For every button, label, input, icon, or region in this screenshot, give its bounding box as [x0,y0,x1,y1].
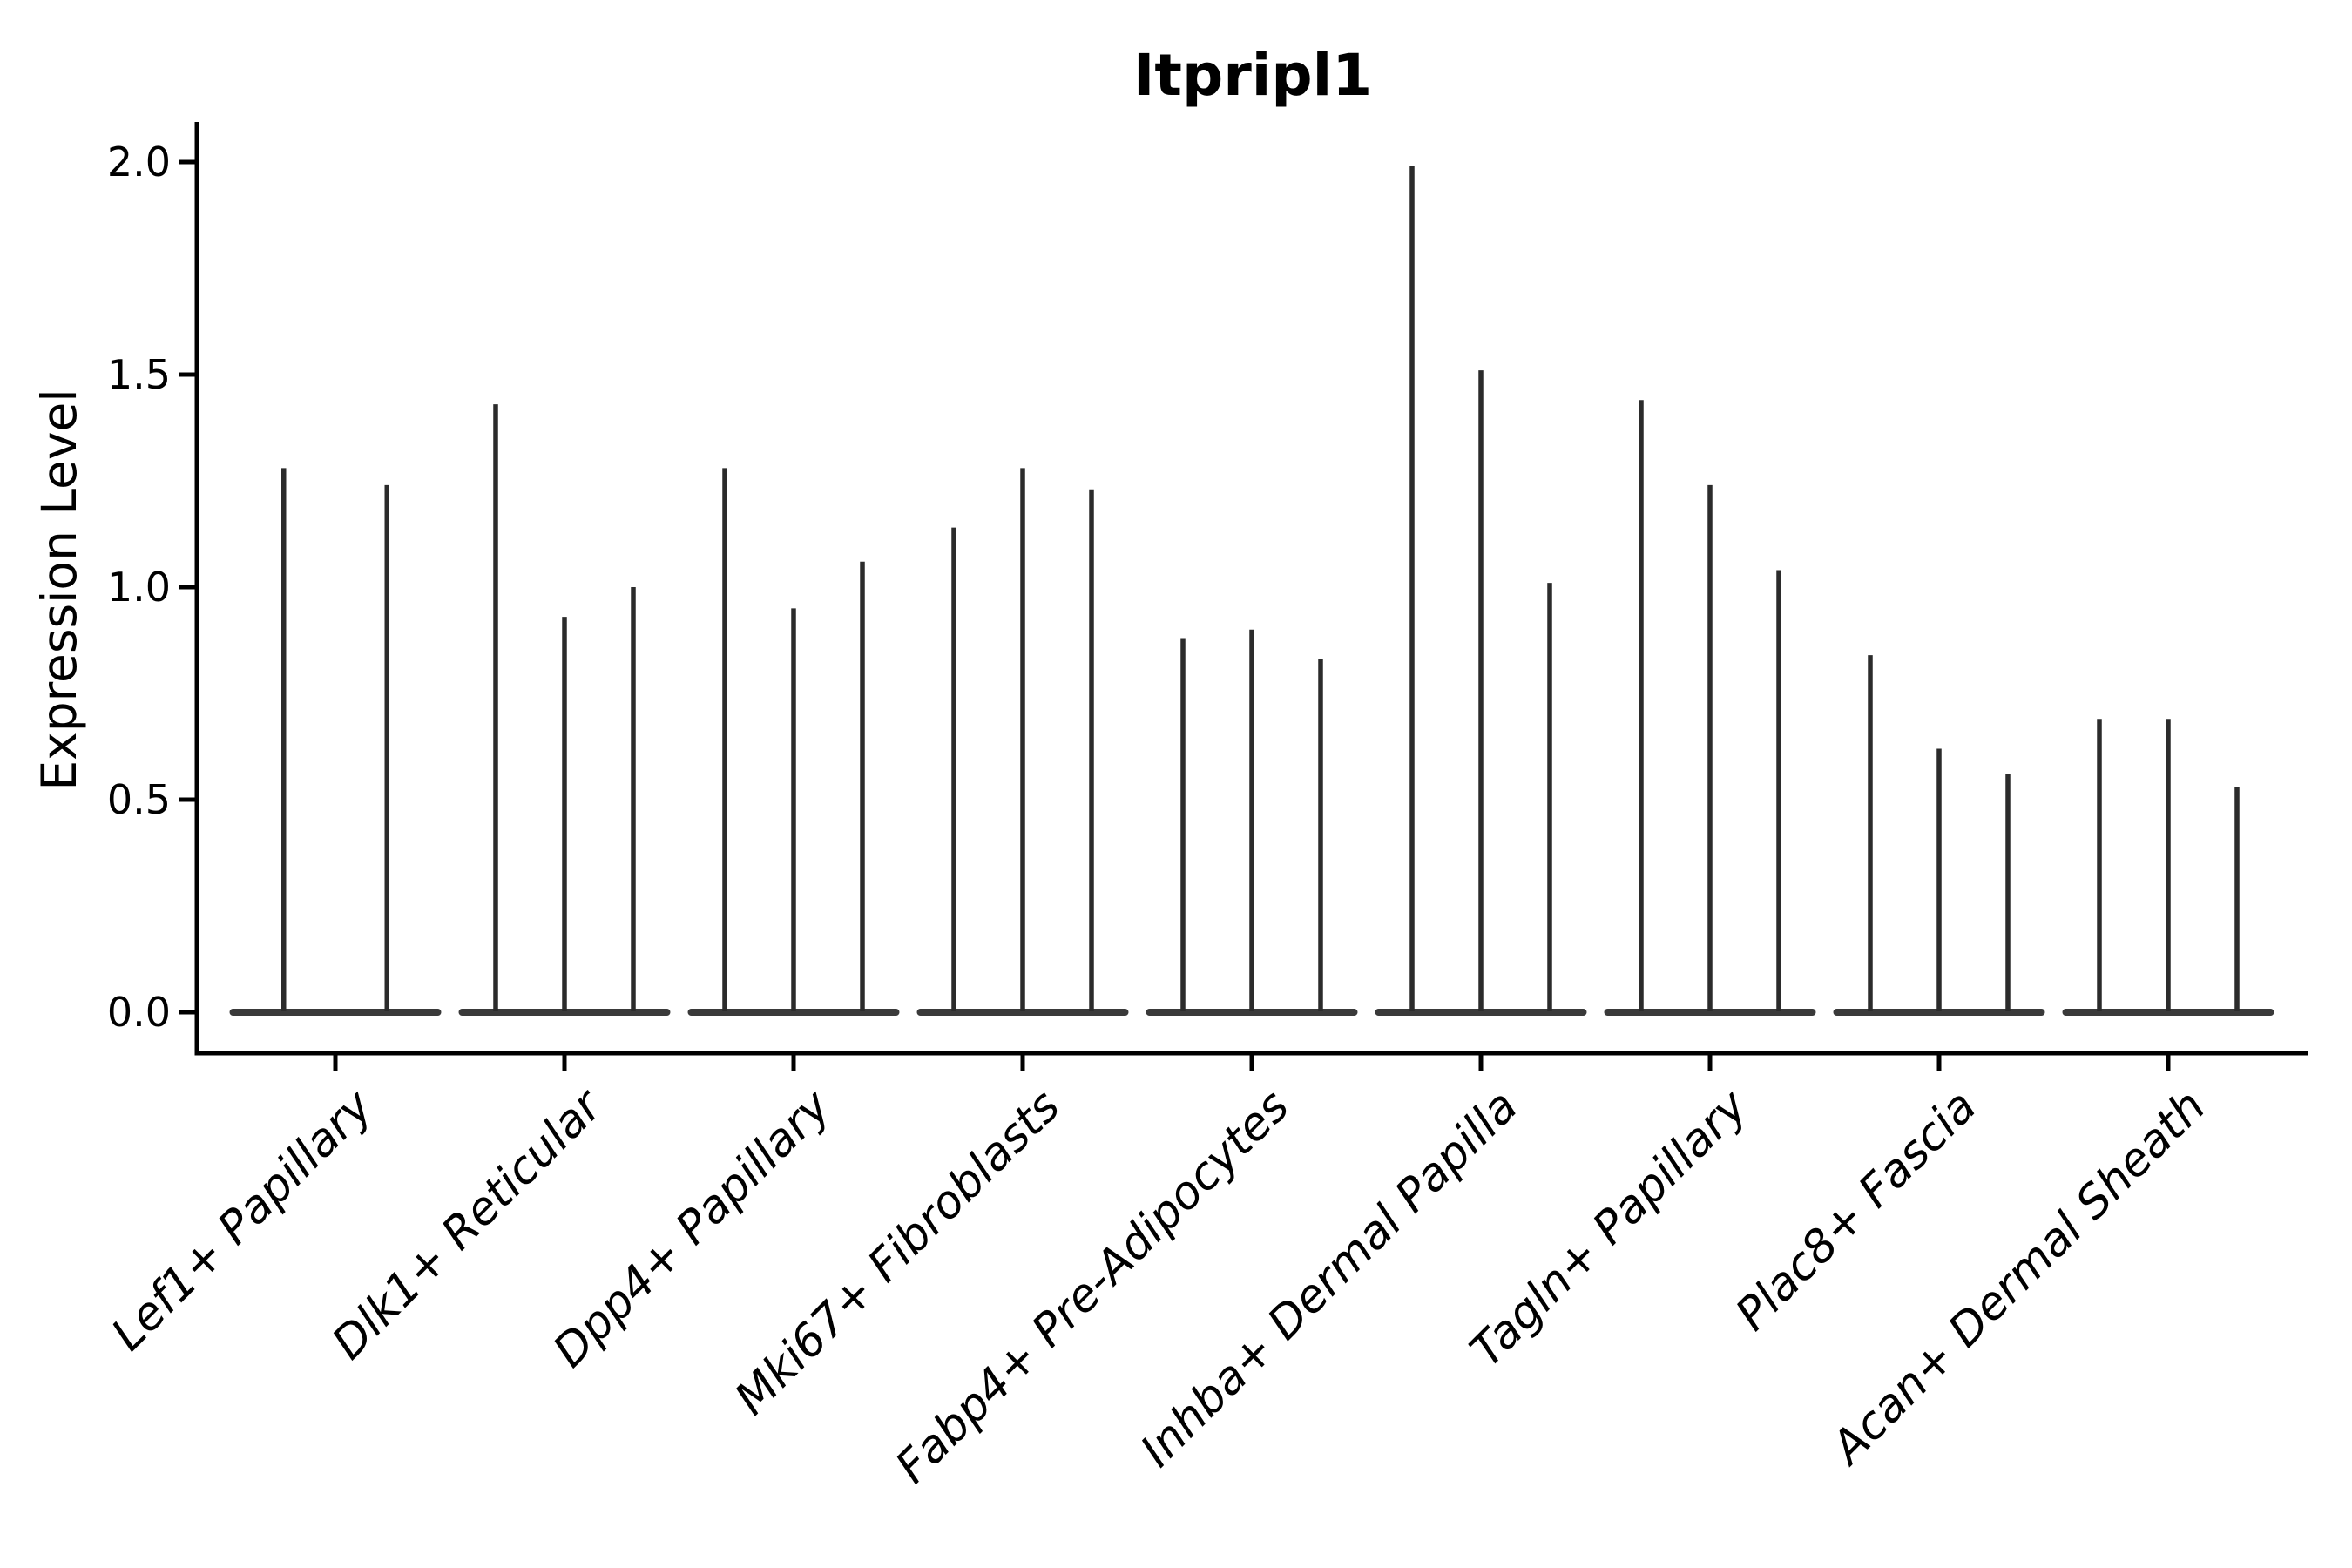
violin-baseline [916,1009,1129,1016]
violin-baseline [1146,1009,1358,1016]
violin-baseline [1375,1009,1587,1016]
y-tick-label: 1.0 [106,564,171,611]
violin-baseline [229,1009,442,1016]
violin-baseline [2062,1009,2274,1016]
violin-baseline [1833,1009,2045,1016]
y-tick-label: 2.0 [106,139,171,186]
violin-baseline [687,1009,900,1016]
y-tick-label: 1.5 [106,351,171,398]
y-tick-label: 0.5 [106,776,171,823]
violin-baseline [458,1009,671,1016]
y-tick-label: 0.0 [106,989,171,1036]
chart-title: Itpripl1 [1132,42,1373,109]
violin-baseline [1604,1009,1816,1016]
